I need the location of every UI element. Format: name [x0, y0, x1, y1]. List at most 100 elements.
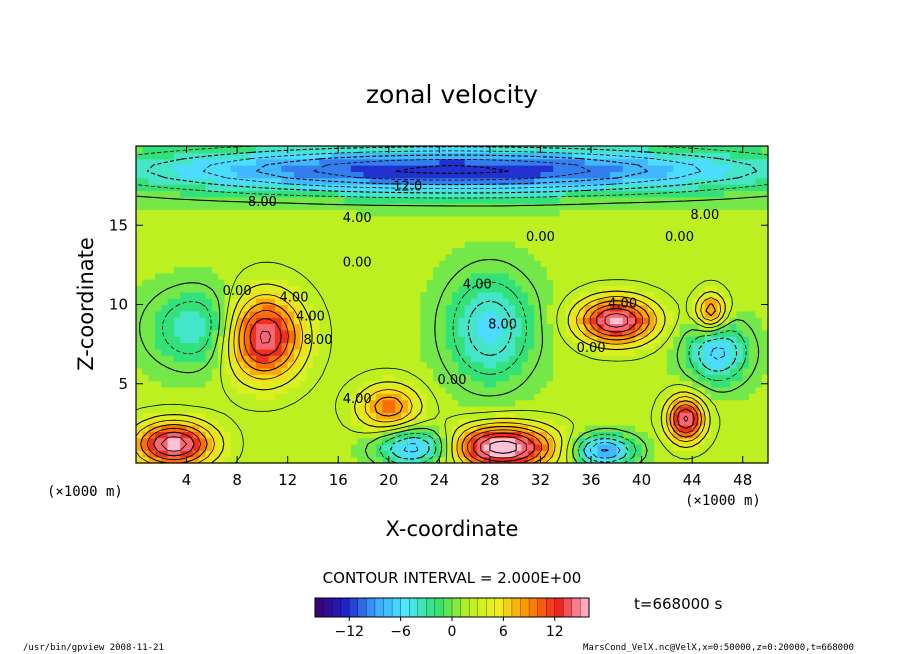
field-cell	[414, 222, 421, 230]
field-cell	[433, 165, 440, 172]
field-cell	[628, 279, 636, 287]
field-cell	[154, 342, 162, 350]
field-cell	[692, 291, 700, 299]
field-cell	[470, 215, 478, 223]
field-cell	[565, 272, 573, 280]
field-cell	[414, 329, 421, 337]
field-cell	[616, 196, 624, 204]
field-cell	[496, 367, 504, 375]
field-cell	[350, 317, 358, 325]
field-cell	[350, 152, 358, 160]
field-cell	[723, 253, 731, 261]
field-cell	[616, 165, 624, 172]
field-cell	[218, 152, 226, 160]
field-cell	[376, 253, 384, 261]
field-cell	[717, 266, 725, 274]
field-cell	[319, 329, 327, 337]
field-cell	[635, 317, 643, 325]
field-cell	[540, 152, 548, 160]
field-cell	[319, 171, 327, 179]
field-cell	[369, 196, 377, 204]
field-cell	[420, 418, 428, 426]
field-cell	[464, 355, 472, 363]
field-cell	[136, 165, 143, 172]
field-cell	[622, 342, 630, 350]
field-cell	[420, 399, 428, 407]
field-cell	[445, 393, 453, 401]
field-cell	[211, 412, 219, 420]
field-cell	[154, 355, 162, 363]
field-cell	[452, 291, 459, 299]
field-cell	[730, 412, 737, 420]
field-cell	[458, 424, 466, 432]
field-cell	[647, 165, 655, 172]
field-cell	[262, 405, 270, 413]
field-cell	[382, 228, 390, 236]
field-cell	[268, 260, 276, 268]
field-cell	[357, 412, 365, 420]
field-cell	[369, 203, 377, 210]
field-cell	[742, 367, 750, 375]
field-cell	[249, 386, 257, 394]
field-cell	[622, 291, 630, 299]
field-cell	[186, 152, 194, 160]
field-cell	[464, 279, 472, 287]
field-cell	[325, 247, 333, 255]
field-cell	[470, 253, 478, 261]
field-cell	[414, 393, 421, 401]
field-cell	[167, 450, 175, 458]
field-cell	[199, 298, 207, 306]
field-cell	[559, 323, 567, 331]
field-cell	[230, 393, 238, 401]
field-cell	[350, 323, 358, 331]
field-cell	[679, 285, 687, 293]
field-cell	[344, 165, 352, 172]
field-cell	[369, 393, 377, 401]
field-cell	[730, 158, 737, 166]
field-cell	[161, 272, 169, 280]
field-cell	[268, 298, 276, 306]
field-cell	[647, 443, 655, 451]
field-cell	[717, 203, 725, 210]
field-cell	[287, 203, 295, 210]
field-cell	[534, 348, 542, 356]
field-cell	[622, 418, 630, 426]
field-cell	[180, 418, 188, 426]
field-cell	[161, 241, 169, 249]
field-cell	[439, 247, 447, 255]
field-cell	[610, 272, 617, 280]
field-cell	[154, 203, 162, 210]
field-cell	[142, 456, 150, 464]
field-cell	[142, 152, 150, 160]
field-cell	[477, 272, 485, 280]
field-cell	[433, 177, 440, 185]
field-cell	[357, 355, 365, 363]
field-cell	[521, 317, 529, 325]
field-cell	[685, 146, 693, 153]
field-cell	[420, 146, 428, 153]
field-cell	[521, 380, 529, 388]
field-cell	[717, 190, 725, 198]
field-cell	[319, 386, 327, 394]
field-cell	[723, 228, 731, 236]
field-cell	[306, 209, 314, 217]
field-cell	[597, 450, 605, 458]
field-cell	[723, 336, 731, 344]
field-cell	[306, 266, 314, 274]
field-cell	[755, 152, 763, 160]
field-cell	[546, 272, 554, 280]
field-cell	[685, 165, 693, 172]
field-cell	[325, 317, 333, 325]
field-cell	[167, 215, 175, 223]
field-cell	[723, 260, 731, 268]
field-cell	[275, 399, 282, 407]
field-cell	[521, 215, 529, 223]
field-cell	[420, 323, 428, 331]
field-cell	[420, 412, 428, 420]
field-cell	[572, 266, 579, 274]
field-cell	[186, 374, 194, 382]
field-cell	[452, 184, 459, 191]
field-cell	[420, 355, 428, 363]
field-cell	[692, 146, 700, 153]
field-cell	[445, 367, 453, 375]
